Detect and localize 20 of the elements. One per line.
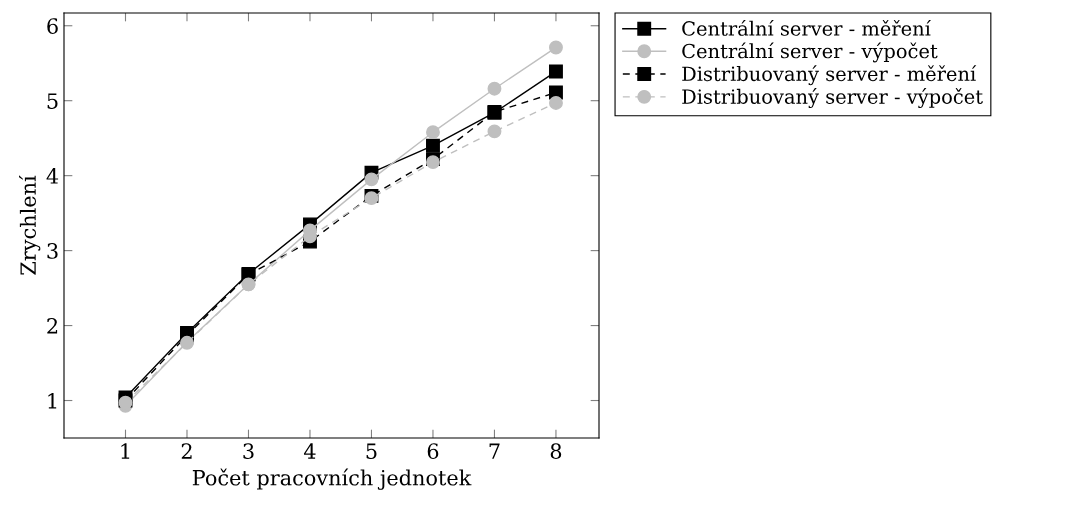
- x-tick-label: 3: [243, 443, 254, 459]
- x-tick-label: 1: [121, 443, 130, 459]
- legend-label: Centrální server - výpočet: [682, 42, 938, 63]
- y-tick-label: 3: [47, 243, 58, 259]
- legend-label: Centrální server - měření: [682, 20, 931, 36]
- y-tick-label: 6: [47, 18, 58, 34]
- y-axis-title: Zrychlení: [19, 175, 41, 275]
- y-tick-label: 1: [48, 392, 57, 409]
- x-tick-label: 6: [427, 443, 439, 459]
- legend-label: Distribuovaný server - měření: [682, 65, 977, 86]
- x-tick-label: 7: [489, 443, 500, 459]
- x-tick-label: 8: [550, 443, 562, 459]
- x-tick-label: 5: [366, 443, 377, 459]
- x-tick-label: 2: [181, 443, 192, 459]
- x-tick-label: 4: [303, 443, 316, 459]
- y-tick-label: 2: [47, 318, 58, 334]
- y-tick-label: 4: [46, 168, 59, 184]
- legend-label: Distribuovaný server - výpočet: [682, 88, 983, 108]
- x-axis-title: Počet pracovních jednotek: [192, 468, 472, 490]
- y-tick-label: 5: [47, 93, 58, 109]
